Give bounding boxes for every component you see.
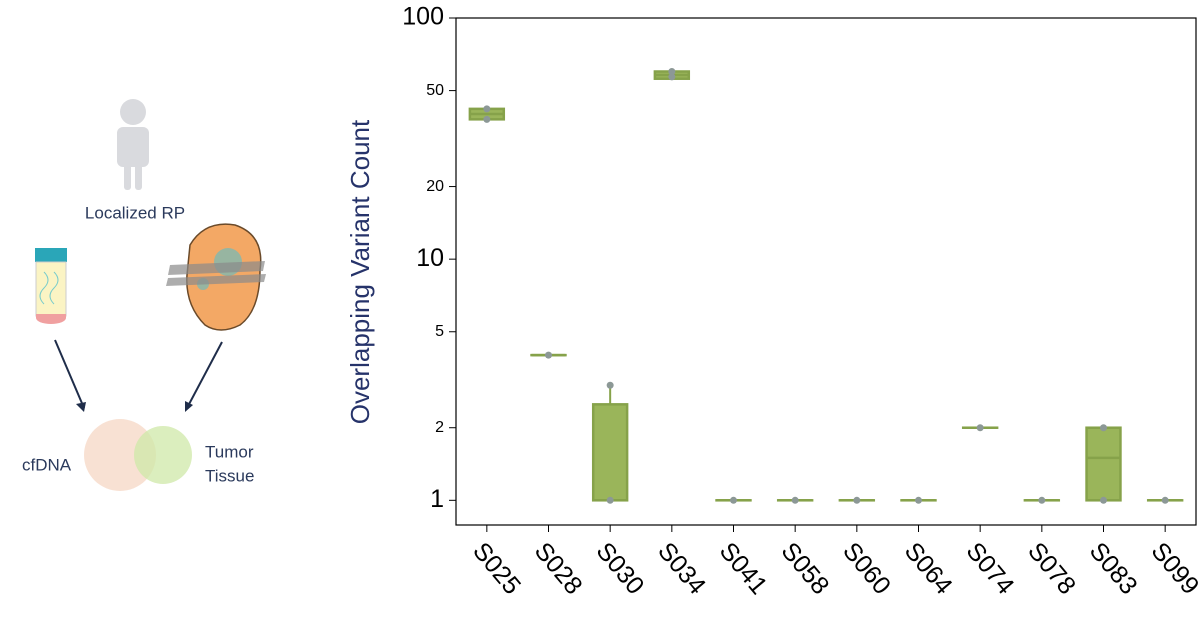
y-tick-label: 50 — [426, 82, 444, 99]
box — [1087, 428, 1121, 501]
y-tick-label: 2 — [435, 419, 444, 436]
x-tick-label: S060 — [837, 537, 896, 600]
data-point — [545, 352, 552, 359]
diagram: Localized RP cfDNA Tumor Tissue — [22, 99, 266, 491]
subject-label: Localized RP — [85, 203, 185, 222]
person-leg — [124, 160, 131, 190]
x-tick-label: S083 — [1084, 537, 1143, 600]
arrow — [187, 342, 222, 408]
data-point — [668, 68, 675, 75]
box — [593, 404, 627, 500]
data-point — [607, 382, 614, 389]
y-tick-label: 100 — [402, 3, 444, 31]
data-point — [915, 497, 922, 504]
y-tick-label: 20 — [426, 178, 444, 195]
x-tick-label: S058 — [776, 537, 835, 600]
data-point — [792, 497, 799, 504]
tube — [36, 262, 66, 316]
person-body — [117, 127, 149, 167]
y-tick-label: 10 — [416, 244, 444, 272]
arrowhead — [76, 402, 86, 412]
x-tick-label: S041 — [714, 537, 773, 600]
x-tick-label: S099 — [1146, 537, 1202, 600]
tube-bottom — [36, 314, 66, 324]
data-point — [730, 497, 737, 504]
x-tick-label: S025 — [467, 537, 526, 600]
data-point — [483, 105, 490, 112]
data-point — [607, 497, 614, 504]
axes-frame — [456, 18, 1196, 525]
venn-label: Tissue — [205, 466, 254, 485]
venn-tissue — [134, 426, 192, 484]
data-point — [1100, 497, 1107, 504]
data-point — [1038, 497, 1045, 504]
venn-label: cfDNA — [22, 455, 72, 474]
data-point — [483, 116, 490, 123]
data-point — [977, 424, 984, 431]
person-head — [120, 99, 146, 125]
y-axis-label: Overlapping Variant Count — [345, 119, 375, 424]
x-tick-label: S028 — [529, 537, 588, 600]
data-point — [1100, 424, 1107, 431]
data-point — [1162, 497, 1169, 504]
x-tick-label: S064 — [899, 537, 958, 600]
y-tick-label: 5 — [435, 323, 444, 340]
data-point — [853, 497, 860, 504]
page: Localized RP cfDNA Tumor Tissue Overlapp… — [0, 0, 1202, 618]
x-tick-label: S078 — [1022, 537, 1081, 600]
y-tick-label: 1 — [430, 485, 444, 513]
arrow — [55, 340, 84, 408]
tube-cap — [35, 248, 67, 262]
person-leg — [135, 160, 142, 190]
x-tick-label: S074 — [961, 537, 1020, 600]
x-tick-label: S034 — [652, 537, 711, 600]
x-tick-label: S030 — [591, 537, 650, 600]
venn-label: Tumor — [205, 442, 254, 461]
